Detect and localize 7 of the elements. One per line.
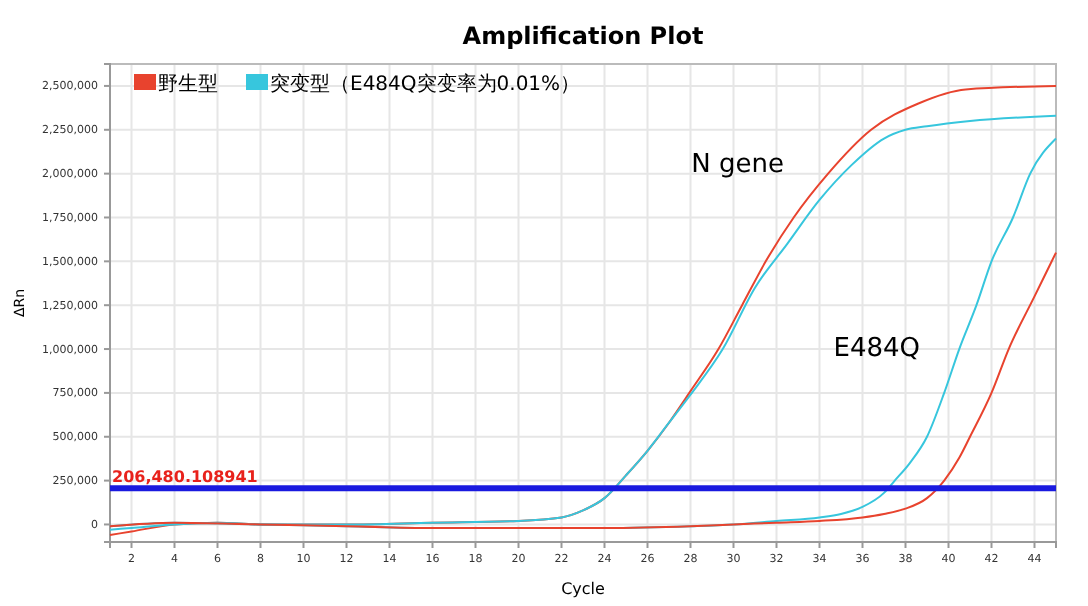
legend-label: 野生型 <box>158 72 218 96</box>
chart-title: Amplification Plot <box>462 22 704 50</box>
annotation: E484Q <box>833 334 920 364</box>
annotation: N gene <box>691 150 784 180</box>
legend-label: 突变型（E484Q突变率为0.01%） <box>270 72 581 96</box>
ref-line-label: 206,480.108941 <box>112 468 259 487</box>
x-axis-title: Cycle <box>561 580 606 598</box>
